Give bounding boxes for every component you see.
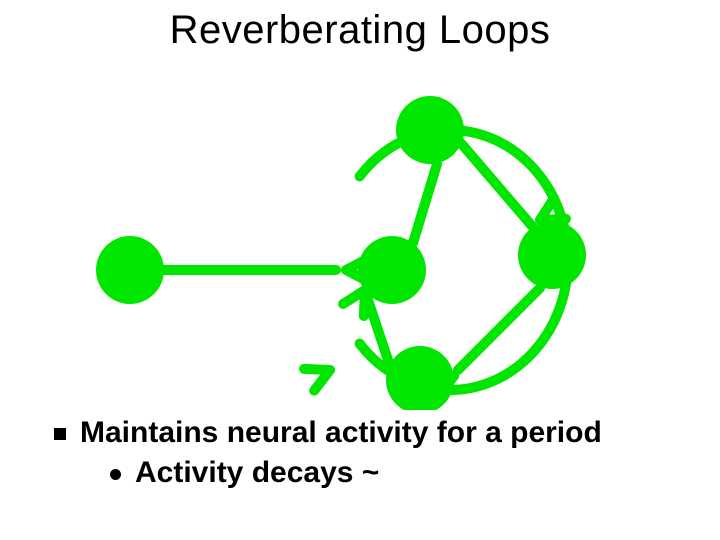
square-bullet-icon — [54, 428, 66, 440]
neuron-center — [358, 236, 426, 304]
synapse-5-arm-b — [304, 369, 330, 370]
bullet-2-text: Activity decays ~ — [135, 456, 379, 490]
neuron-input — [96, 236, 164, 304]
axon-1 — [413, 164, 437, 243]
bullet-list: Maintains neural activity for a period A… — [54, 416, 674, 490]
bullet-1-text: Maintains neural activity for a period — [80, 416, 602, 450]
synapse-3-arm-b — [540, 219, 566, 220]
round-bullet-icon — [110, 469, 121, 480]
reverberating-loop-diagram — [60, 70, 620, 390]
slide-title: Reverberating Loops — [0, 8, 720, 53]
bullet-level-2: Activity decays ~ — [110, 456, 674, 490]
neuron-bottom — [386, 346, 454, 410]
neuron-top — [396, 96, 464, 164]
bullet-level-1: Maintains neural activity for a period — [54, 416, 674, 450]
neuron-right — [518, 221, 586, 289]
